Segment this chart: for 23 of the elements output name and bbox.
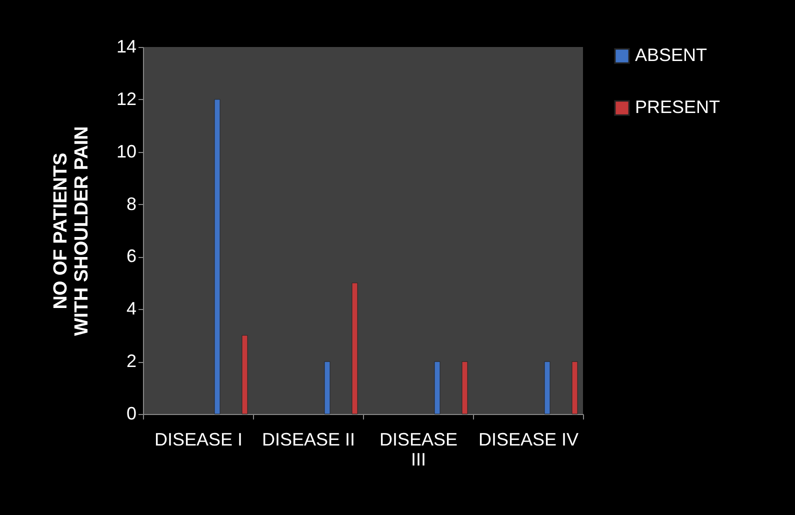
y-tick-label: 8 [126,194,136,214]
y-tick-label: 10 [116,141,136,162]
bar [242,335,248,414]
bar [434,361,440,414]
y-tick-label: 4 [126,298,136,319]
y-tick-label: 14 [116,36,136,56]
bar [214,99,220,414]
x-tick-label: DISEASE IV [478,430,579,450]
bar [352,282,358,414]
x-tick-label: DISEASE I [154,430,243,450]
bar [544,361,550,414]
bar [462,361,468,414]
y-tick-label: 2 [126,351,136,372]
bar [324,361,330,414]
x-tick-label: DISEASE II [262,430,356,450]
y-tick-label: 6 [126,246,136,266]
y-axis-title: NO OF PATIENTS WITH SHOULDER PAIN [50,126,92,336]
legend-label: PRESENT [635,97,720,117]
legend-label: ABSENT [635,45,708,65]
y-tick-label: 0 [126,404,136,424]
x-tick-label: DISEASE III [379,430,458,470]
bar [572,361,578,414]
y-tick-label: 12 [116,88,136,109]
